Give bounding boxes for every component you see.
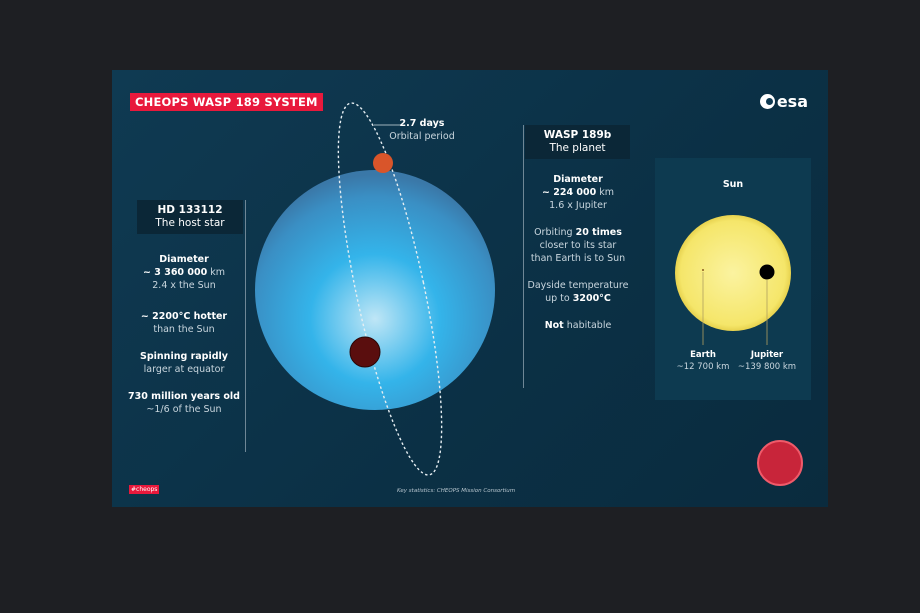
fact-unit: km	[207, 267, 225, 278]
system-illustration	[255, 102, 811, 486]
fact-value: 3200°C	[572, 293, 611, 304]
star-fact-temperature: ~ 2200°C hotter than the Sun	[128, 310, 240, 336]
fact-heading: Spinning rapidly	[140, 351, 228, 362]
jupiter-name: Jupiter	[750, 350, 784, 360]
jupiter-dot	[759, 264, 775, 280]
fact-detail: ~1/6 of the Sun	[146, 404, 222, 415]
infographic: CHEOPS WASP 189 SYSTEM esa 2.7 days Orbi…	[112, 70, 828, 507]
orbit-path	[337, 102, 443, 476]
fact-detail: than the Sun	[153, 324, 215, 335]
fact-detail: larger at equator	[143, 364, 225, 375]
hashtag-badge: #cheops	[129, 485, 160, 494]
planet-name: WASP 189b	[543, 129, 612, 141]
fact-text: than Earth is to Sun	[530, 253, 626, 264]
earth-label: Earth ~12 700 km	[673, 349, 733, 373]
jupiter-size: ~139 800 km	[737, 362, 797, 372]
fact-text: habitable	[563, 320, 612, 331]
fact-value: ~ 224 000	[541, 187, 597, 198]
star-facts: Diameter ~ 3 360 000 km 2.4 x the Sun ~ …	[128, 253, 240, 430]
planet-fact-diameter: Diameter ~ 224 000 km 1.6 x Jupiter	[524, 173, 632, 212]
sun-label: Sun	[655, 178, 811, 191]
fact-text: closer to its star	[539, 240, 617, 251]
cheops-patch-icon	[757, 440, 803, 486]
host-star	[255, 170, 495, 410]
star-fact-diameter: Diameter ~ 3 360 000 km 2.4 x the Sun	[128, 253, 240, 292]
fact-heading: ~ 2200°C hotter	[140, 311, 228, 322]
orbit-label: 2.7 days Orbital period	[377, 117, 467, 143]
star-divider	[245, 200, 246, 452]
orbit-period-label: Orbital period	[389, 131, 455, 142]
planet-subtitle: The planet	[549, 142, 606, 154]
fact-unit: km	[596, 187, 615, 198]
fact-value: 20 times	[575, 227, 622, 238]
infographic-title: CHEOPS WASP 189 SYSTEM	[130, 93, 323, 111]
star-subtitle: The host star	[155, 217, 225, 229]
fact-value: ~ 3 360 000	[143, 267, 208, 278]
planet-transit	[349, 336, 381, 368]
planet-facts: Diameter ~ 224 000 km 1.6 x Jupiter Orbi…	[524, 173, 632, 346]
fact-detail: 1.6 x Jupiter	[549, 200, 607, 211]
planet-behind-star	[373, 153, 393, 173]
fact-heading: Diameter	[159, 254, 209, 265]
earth-dot	[702, 269, 704, 271]
jupiter-label: Jupiter ~139 800 km	[732, 349, 802, 373]
planet-fact-temperature: Dayside temperature up to 3200°C	[524, 279, 632, 305]
fact-text: up to	[545, 293, 573, 304]
fact-text: Dayside temperature	[527, 280, 629, 291]
earth-size: ~12 700 km	[676, 362, 730, 372]
planet-header: WASP 189b The planet	[525, 125, 630, 159]
planet-fact-orbit: Orbiting 20 times closer to its star tha…	[524, 226, 632, 265]
orbit-period-value: 2.7 days	[399, 118, 445, 129]
esa-logo: esa	[759, 92, 808, 111]
star-fact-age: 730 million years old ~1/6 of the Sun	[128, 390, 240, 416]
earth-name: Earth	[690, 350, 716, 360]
sun-title: Sun	[722, 179, 744, 190]
fact-heading: 730 million years old	[128, 391, 240, 402]
star-header: HD 133112 The host star	[137, 200, 243, 234]
fact-detail: 2.4 x the Sun	[152, 280, 216, 291]
esa-logo-icon	[759, 94, 775, 109]
credit-text: Key statistics: CHEOPS Mission Consortiu…	[397, 488, 516, 494]
esa-logo-text: esa	[776, 92, 808, 111]
fact-value: Not	[544, 320, 564, 331]
planet-divider	[523, 125, 524, 388]
star-fact-spin: Spinning rapidly larger at equator	[128, 350, 240, 376]
fact-text: Orbiting	[534, 227, 576, 238]
planet-fact-habitability: Not habitable	[524, 319, 632, 332]
fact-heading: Diameter	[553, 174, 603, 185]
sun-icon	[675, 215, 791, 331]
star-name: HD 133112	[157, 204, 223, 216]
